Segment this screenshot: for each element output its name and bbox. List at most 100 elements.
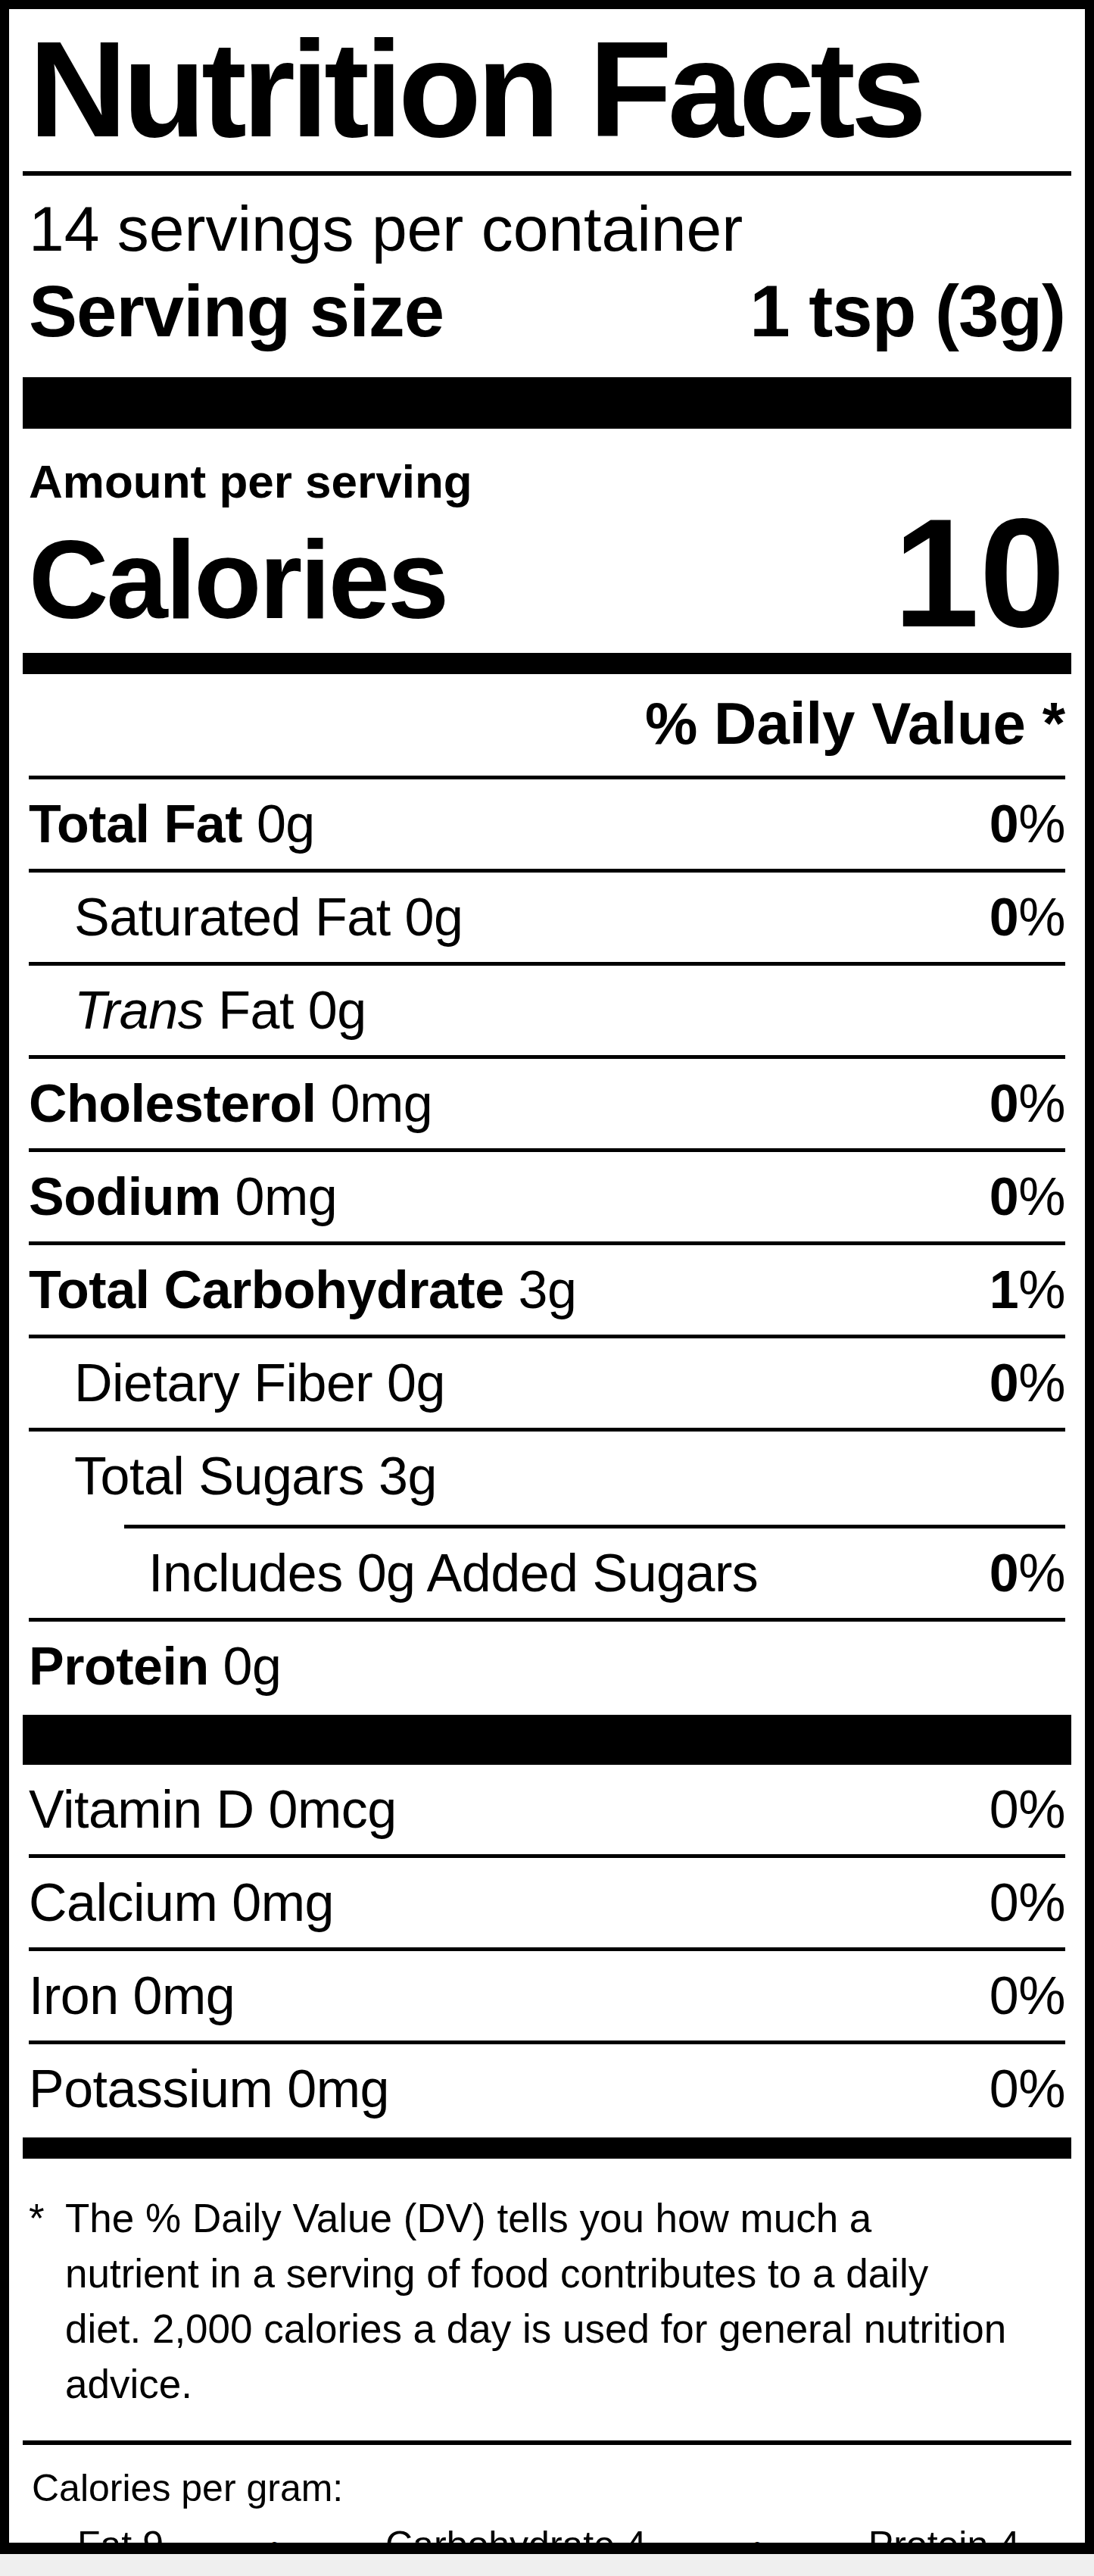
nutrient-name: Calcium 0mg (29, 1876, 334, 1929)
nutrient-row: Sodium 0mg0% (29, 1152, 1065, 1245)
calories-per-gram-row: Fat 9 • Carbohydrate 4 • Protein 4 (29, 2524, 1065, 2554)
nutrient-name-text: Total Sugars (74, 1447, 364, 1506)
nutrient-amount: 3g (504, 1260, 577, 1319)
daily-value-percent: 0% (990, 891, 1065, 944)
footnote-text: The % Daily Value (DV) tells you how muc… (65, 2190, 1011, 2412)
nutrient-name: Total Fat 0g (29, 798, 315, 851)
nutrient-name: Total Sugars 3g (74, 1450, 437, 1503)
nutrient-amount: 0g (209, 1637, 282, 1696)
footnote-divider (23, 2440, 1071, 2445)
nutrient-name: Includes 0g Added Sugars (148, 1547, 758, 1600)
daily-value-percent: 0% (990, 1783, 1065, 1836)
percent-sign: % (1018, 1544, 1065, 1603)
nutrient-amount: 3g (364, 1447, 437, 1506)
percent-value: 0 (990, 1354, 1018, 1413)
nutrient-name-text: Saturated Fat (74, 888, 391, 947)
serving-size-value: 1 tsp (3g) (750, 271, 1065, 351)
daily-value-percent: 0% (990, 798, 1065, 851)
bullet-separator: • (269, 2528, 280, 2554)
nutrient-row: Dietary Fiber 0g 0% (29, 1338, 1065, 1432)
nutrient-name-text: Trans (74, 981, 204, 1040)
nutrient-name: Sodium 0mg (29, 1170, 337, 1223)
percent-sign: % (1018, 1966, 1065, 2025)
percent-sign: % (1018, 1074, 1065, 1133)
nutrient-name: Cholesterol 0mg (29, 1077, 432, 1130)
nutrient-row: Cholesterol 0mg 0% (29, 1059, 1065, 1152)
nutrient-row: Trans Fat 0g (29, 966, 1065, 1059)
serving-size-row: Serving size 1 tsp (3g) (29, 271, 1065, 351)
nutrient-rows-section: Total Fat 0g 0% Saturated Fat 0g 0% Trans Fa… (29, 779, 1065, 1715)
nutrient-amount: 0mcg (254, 1780, 397, 1839)
nutrient-name-text: Total Carbohydrate (29, 1260, 504, 1319)
percent-sign: % (1018, 795, 1065, 854)
cpg-fat: Fat 9 (77, 2524, 164, 2554)
medium-divider-bar (23, 2137, 1071, 2159)
nutrient-name: Vitamin D 0mcg (29, 1783, 397, 1836)
daily-value-percent: 0% (990, 2062, 1065, 2115)
nutrition-facts-label: Nutrition Facts 14 servings per containe… (0, 0, 1094, 2554)
nutrient-name: Iron 0mg (29, 1969, 235, 2022)
nutrient-amount: 0mg (316, 1074, 433, 1133)
daily-value-percent: 0% (990, 1357, 1065, 1410)
percent-value: 0 (990, 1873, 1018, 1932)
nutrient-name-text: Includes 0g Added Sugars (148, 1544, 758, 1603)
nutrient-name: Saturated Fat 0g (74, 891, 463, 944)
nutrient-name-text: Cholesterol (29, 1074, 316, 1133)
thick-divider-bar (23, 1715, 1071, 1765)
nutrient-amount: 0g (242, 795, 315, 854)
nutrient-name-text: Total Fat (29, 795, 242, 854)
calories-per-gram-label: Calories per gram: (29, 2468, 1065, 2509)
nutrient-name-text: Iron (29, 1966, 119, 2025)
nutrient-row: Calcium 0mg 0% (29, 1858, 1065, 1951)
percent-sign: % (1018, 1354, 1065, 1413)
calories-row: Calories 10 (29, 511, 1065, 633)
nutrient-amount: 0mg (221, 1167, 338, 1226)
percent-value: 0 (990, 888, 1018, 947)
calories-value: 10 (893, 513, 1065, 633)
nutrient-amount: 0mg (217, 1873, 334, 1932)
percent-value: 0 (990, 1544, 1018, 1603)
nutrient-name-text: Protein (29, 1637, 209, 1696)
nutrient-name-text: Sodium (29, 1167, 221, 1226)
cpg-carbohydrate: Carbohydrate 4 (385, 2524, 647, 2554)
vitamin-rows-section: Vitamin D 0mcg0%Calcium 0mg0%Iron 0mg0%P… (29, 1765, 1065, 2137)
nutrient-amount: 0mg (119, 1966, 235, 2025)
daily-value-header: % Daily Value * (29, 674, 1065, 779)
nutrient-amount: Fat 0g (204, 981, 366, 1040)
percent-sign: % (1018, 2059, 1065, 2119)
nutrient-name: Total Carbohydrate 3g (29, 1263, 576, 1316)
percent-value: 0 (990, 1074, 1018, 1133)
percent-sign: % (1018, 1167, 1065, 1226)
percent-value: 0 (990, 795, 1018, 854)
cpg-protein: Protein 4 (868, 2524, 1020, 2554)
footnote-asterisk: * (29, 2190, 65, 2412)
daily-value-footnote: * The % Daily Value (DV) tells you how m… (29, 2190, 1065, 2412)
percent-sign: % (1018, 1780, 1065, 1839)
daily-value-percent: 0% (990, 1077, 1065, 1130)
nutrient-name: Dietary Fiber 0g (74, 1357, 445, 1410)
servings-per-container: 14 servings per container (29, 194, 1065, 264)
bullet-separator: • (752, 2528, 763, 2554)
title-divider (23, 171, 1071, 176)
nutrient-row: Vitamin D 0mcg 0% (29, 1765, 1065, 1858)
percent-sign: % (1018, 888, 1065, 947)
percent-value: 0 (990, 2059, 1018, 2119)
daily-value-percent: 0% (990, 1969, 1065, 2022)
calories-label: Calories (29, 528, 447, 633)
daily-value-percent: 0% (990, 1547, 1065, 1600)
thick-divider-bar (23, 377, 1071, 429)
nutrient-name: Potassium 0mg (29, 2062, 389, 2115)
percent-value: 1 (990, 1260, 1018, 1319)
nutrient-amount: 0g (391, 888, 463, 947)
nutrient-row: Protein 0g (29, 1622, 1065, 1715)
daily-value-percent: 0% (990, 1876, 1065, 1929)
nutrient-row: Saturated Fat 0g 0% (29, 873, 1065, 966)
nutrient-name-text: Dietary Fiber (74, 1354, 372, 1413)
nutrient-name: Trans Fat 0g (74, 984, 366, 1037)
nutrient-row: Potassium 0mg 0% (29, 2044, 1065, 2137)
nutrient-row: Total Fat 0g 0% (29, 779, 1065, 873)
nutrient-amount: 0g (372, 1354, 445, 1413)
nutrient-name-text: Calcium (29, 1873, 217, 1932)
page: { "label": { "title": "Nutrition Facts",… (0, 0, 1094, 2576)
nutrient-name-text: Vitamin D (29, 1780, 254, 1839)
